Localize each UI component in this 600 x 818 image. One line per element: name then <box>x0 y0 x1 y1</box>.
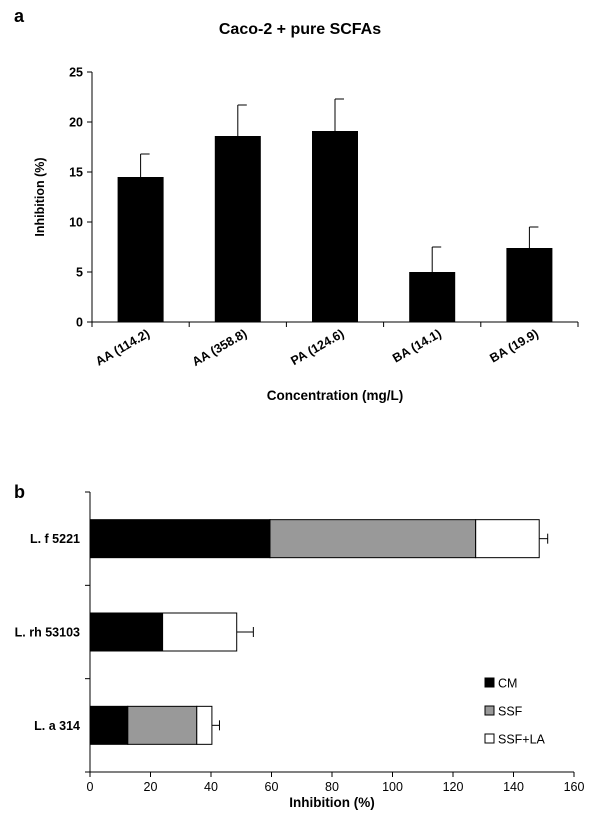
panel-b-legend-swatch <box>484 733 495 744</box>
panel-a-bar <box>214 136 261 322</box>
panel-b-x-tick-label: 0 <box>87 780 94 794</box>
panel-a-y-axis-label: Inhibition (%) <box>33 157 47 236</box>
panel-b-bar-segment <box>127 705 198 745</box>
panel-b-plot-area: 0 20 40 60 80 100 120 140 160 L. f 5221 L. rh 5310… <box>15 491 585 794</box>
panel-a-y-tick-label: 10 <box>69 216 83 230</box>
panel-b-legend-swatch <box>484 677 495 688</box>
panel-a-bar <box>409 272 456 322</box>
panel-b-bar-segment <box>89 705 129 745</box>
panel-a-bar <box>506 248 553 322</box>
panel-b-legend-swatch <box>484 705 495 716</box>
panel-b-label: b <box>14 482 25 502</box>
panel-b-x-tick-label: 80 <box>325 780 339 794</box>
panel-a-y-tick-label: 0 <box>76 316 83 330</box>
panel-a-x-tick-label: AA (358.8) <box>190 326 250 368</box>
panel-b-x-tick-label: 100 <box>382 780 403 794</box>
panel-a-bar <box>312 131 358 322</box>
panel-b-bar-segment <box>196 705 213 745</box>
panel-a-y-tick-label: 15 <box>69 166 83 180</box>
panel-b-x-tick-label: 60 <box>265 780 279 794</box>
panel-a-y-tick-label: 20 <box>69 116 83 130</box>
panel-b-x-axis-label: Inhibition (%) <box>289 795 374 810</box>
panel-b-bar-segment <box>89 519 271 559</box>
panel-b-y-tick-label: L. a 314 <box>34 719 80 733</box>
panel-a-plot-area: 0 5 10 15 20 25 AA (114.2) AA (358.8) PA (124.6)… <box>69 66 579 369</box>
panel-b-bar-segment <box>89 612 164 652</box>
panel-a-y-tick-label: 5 <box>76 266 83 280</box>
panel-b-y-tick-label: L. f 5221 <box>30 532 80 546</box>
panel-b-bar-segment <box>269 519 477 559</box>
panel-b-y-tick-label: L. rh 53103 <box>15 626 80 640</box>
panel-a-bar <box>117 177 164 322</box>
panel-a-x-tick-label: AA (114.2) <box>93 326 152 368</box>
panel-a-label: a <box>14 6 25 26</box>
panel-b-bar-segment <box>475 519 540 559</box>
panel-a-x-tick-label: PA (124.6) <box>288 326 346 368</box>
panel-a-y-tick-label: 25 <box>69 66 83 80</box>
panel-b-x-tick-label: 160 <box>564 780 585 794</box>
panel-b-legend-label: SSF+LA <box>498 733 546 747</box>
panel-a-x-tick-label: BA (14.1) <box>390 326 444 365</box>
panel-b-x-tick-label: 20 <box>144 780 158 794</box>
panel-a-title: Caco-2 + pure SCFAs <box>219 21 381 38</box>
panel-b-x-tick-label: 140 <box>503 780 524 794</box>
panel-a-x-tick-label: BA (19.9) <box>487 326 541 365</box>
panel-b-x-tick-label: 120 <box>443 780 464 794</box>
panel-b-x-tick-label: 40 <box>204 780 218 794</box>
panel-b-bar-segment <box>162 612 238 652</box>
panel-b-legend-label: CM <box>498 677 517 691</box>
panel-a-x-axis-label: Concentration (mg/L) <box>267 388 404 403</box>
panel-b-legend-label: SSF <box>498 705 523 719</box>
